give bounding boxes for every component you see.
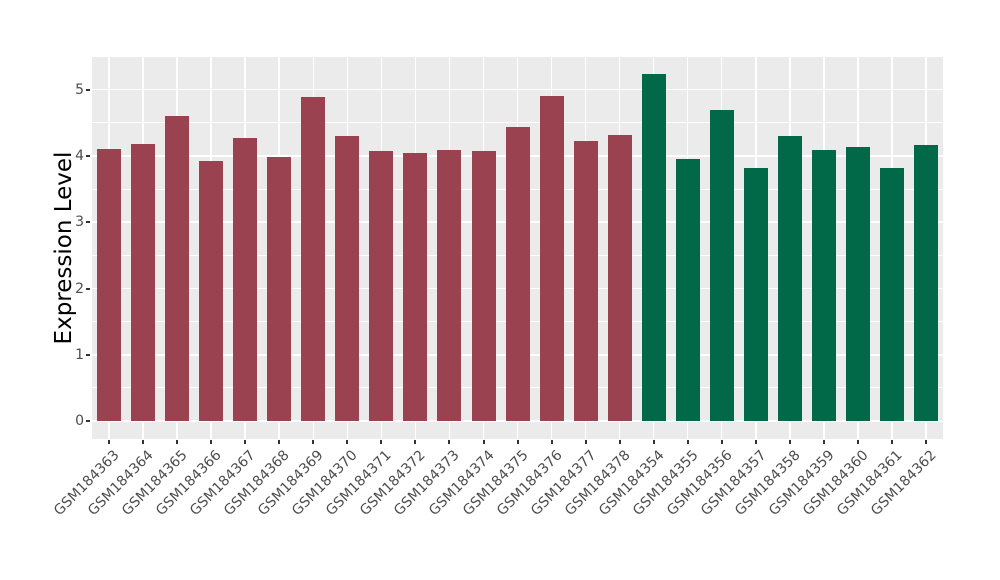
bar-GSM184372 (403, 152, 428, 422)
x-axis-tick (788, 440, 791, 444)
bar-GSM184374 (471, 151, 496, 422)
gridline-horizontal-major (92, 420, 943, 422)
y-axis-tick (86, 287, 90, 290)
x-axis-tick (516, 440, 519, 444)
bar-GSM184361 (879, 168, 904, 422)
bar-GSM184359 (811, 149, 836, 421)
bar-GSM184354 (641, 74, 666, 422)
x-axis-tick (312, 440, 315, 444)
bar-GSM184371 (369, 151, 394, 422)
x-axis-tick (210, 440, 213, 444)
x-axis-tick (448, 440, 451, 444)
y-tick-label: 3 (75, 214, 84, 231)
bar-GSM184366 (199, 161, 224, 422)
y-tick-label: 2 (75, 280, 84, 297)
x-axis-tick (822, 440, 825, 444)
bar-GSM184370 (335, 135, 360, 422)
x-axis-tick (108, 440, 110, 444)
x-axis-tick (346, 440, 349, 444)
x-axis-tick (176, 440, 179, 444)
x-axis-tick (925, 440, 927, 444)
y-tick-label: 5 (75, 81, 84, 98)
y-tick-label: 0 (75, 413, 84, 430)
bar-GSM184358 (777, 135, 802, 422)
y-axis-title: Expression Level (51, 151, 77, 345)
bar-GSM184376 (539, 95, 564, 422)
bar-GSM184368 (267, 156, 292, 422)
x-axis-tick (584, 440, 587, 444)
x-axis-tick (856, 440, 859, 444)
x-axis-tick (244, 440, 247, 444)
y-axis-tick (86, 88, 90, 91)
bar-GSM184378 (607, 135, 632, 422)
x-axis-tick (550, 440, 553, 444)
plot-panel (92, 57, 943, 439)
bar-GSM184360 (845, 147, 870, 422)
x-axis-tick (414, 440, 417, 444)
bar-GSM184377 (573, 141, 598, 422)
bar-GSM184355 (675, 158, 700, 422)
bar-GSM184357 (743, 168, 768, 422)
x-axis-tick (618, 440, 621, 444)
bar-GSM184365 (165, 116, 190, 422)
x-axis-tick (380, 440, 383, 444)
x-axis-tick (652, 440, 655, 444)
y-axis-tick (86, 221, 90, 224)
bar-GSM184364 (131, 143, 156, 422)
x-axis-tick (142, 440, 145, 444)
y-tick-label: 4 (75, 147, 84, 164)
bar-GSM184363 (97, 149, 121, 422)
bar-GSM184373 (437, 149, 462, 421)
x-axis-tick (482, 440, 485, 444)
y-tick-label: 1 (75, 346, 84, 363)
x-axis-tick (890, 440, 893, 444)
gridline-horizontal-minor (92, 122, 943, 124)
x-axis-tick (720, 440, 723, 444)
bar-GSM184375 (505, 126, 530, 422)
x-axis-tick (754, 440, 757, 444)
y-axis-tick (86, 420, 90, 423)
y-axis-tick (86, 353, 90, 356)
y-axis-tick (86, 154, 90, 157)
bar-GSM184367 (233, 137, 258, 422)
bar-GSM184356 (709, 110, 734, 422)
gridline-horizontal-major (92, 88, 943, 91)
bar-GSM184369 (301, 96, 326, 422)
x-axis-tick (686, 440, 689, 444)
bar-GSM184362 (914, 144, 938, 422)
x-axis-tick (278, 440, 281, 444)
